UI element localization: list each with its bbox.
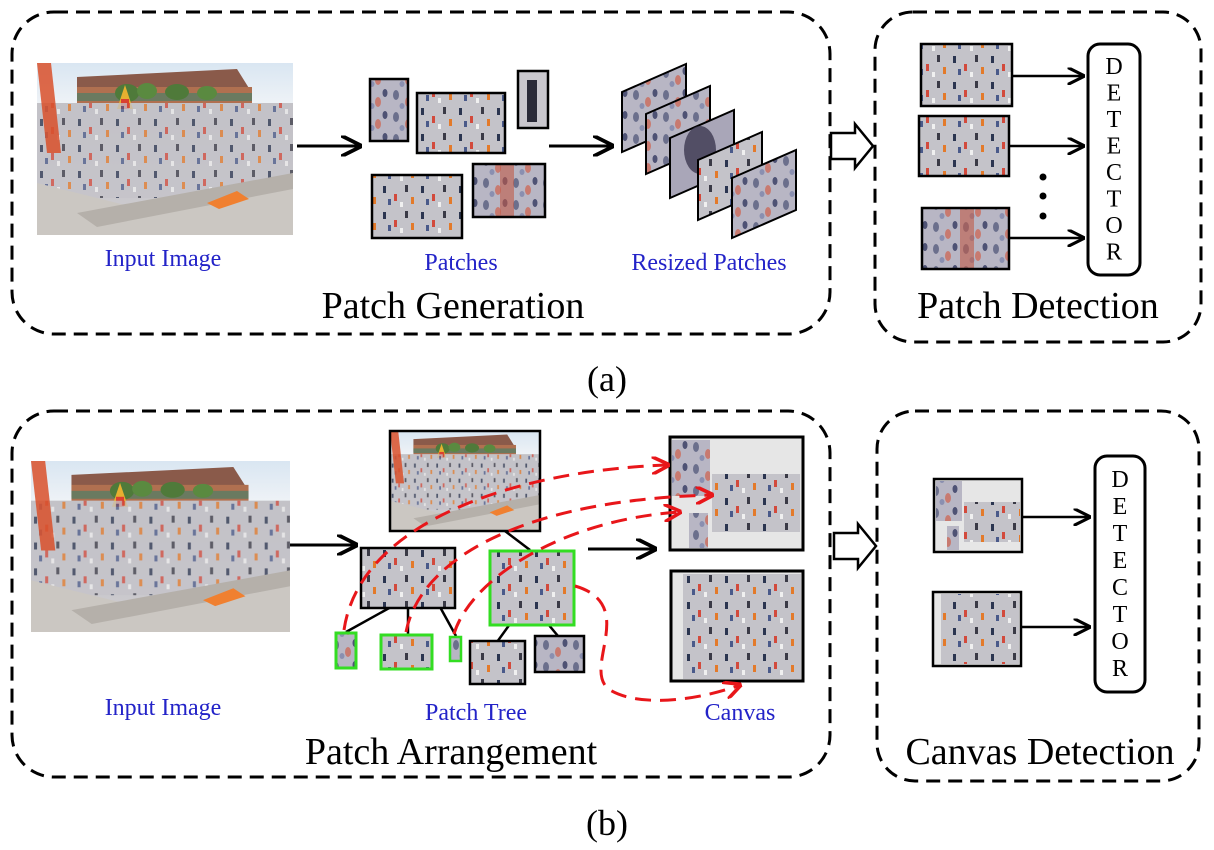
canvas-bottom — [669, 569, 805, 683]
canvas-thumb — [932, 477, 1024, 554]
detector-letter: E — [1113, 548, 1128, 574]
input-image-label-a: Input Image — [105, 246, 222, 272]
patches-group — [368, 69, 550, 240]
patch-thumb — [368, 77, 410, 143]
detector-letter: C — [1112, 575, 1128, 601]
detector-letter: D — [1111, 467, 1128, 493]
detector-letter: O — [1105, 213, 1122, 239]
tree-root-node — [388, 429, 542, 533]
input-image-a — [37, 63, 293, 235]
tree-node-highlighted — [488, 549, 576, 627]
detector-letter: T — [1113, 602, 1128, 628]
tree-leaf — [468, 639, 527, 686]
patch-generation-title: Patch Generation — [322, 285, 585, 327]
patches-label: Patches — [424, 250, 497, 276]
detector-letter: R — [1106, 240, 1122, 266]
patch-detection-box — [873, 10, 1203, 344]
patch-tree — [334, 429, 586, 686]
resized-patch — [731, 148, 797, 240]
detector-letter: T — [1107, 107, 1122, 133]
detection-inputs-a — [917, 42, 1014, 271]
patch-thumb — [471, 162, 547, 219]
tree-leaf — [533, 634, 586, 674]
tree-leaf-highlighted — [334, 631, 358, 670]
arrangement-flow-arrows — [342, 465, 740, 702]
detector-letter: E — [1107, 134, 1122, 160]
hollow-arrow-b — [832, 520, 878, 572]
patch-thumb — [917, 114, 1011, 178]
canvas-detection-title: Canvas Detection — [905, 731, 1174, 773]
detector-letter: T — [1113, 521, 1128, 547]
detector-letter: O — [1111, 629, 1128, 655]
caption-b: (b) — [586, 803, 628, 843]
caption-a: (a) — [587, 359, 627, 399]
input-image-b — [31, 461, 290, 632]
canvas-detection-box — [875, 409, 1201, 783]
hollow-arrow-a — [829, 120, 875, 172]
detector-letter: R — [1112, 656, 1128, 682]
canvas-label: Canvas — [705, 700, 776, 726]
patch-thumb — [415, 91, 507, 155]
detector-letter: C — [1106, 160, 1122, 186]
detection-inputs-b — [931, 477, 1024, 668]
patch-thumb — [920, 206, 1011, 271]
patch-detection-title: Patch Detection — [917, 285, 1159, 327]
patch-tree-label: Patch Tree — [425, 700, 527, 726]
ellipsis-dots — [1039, 173, 1047, 220]
patch-thumb — [516, 69, 550, 130]
resized-patches-label: Resized Patches — [631, 250, 786, 276]
patch-thumb — [919, 42, 1014, 108]
patch-thumb — [370, 173, 464, 240]
detector-letter: D — [1105, 54, 1122, 80]
resized-patches-stack — [621, 62, 797, 240]
detector-letter: E — [1107, 81, 1122, 107]
tree-node — [359, 546, 457, 610]
input-image-label-b: Input Image — [105, 695, 222, 721]
canvas-thumb — [931, 590, 1023, 668]
patch-arrangement-title: Patch Arrangement — [305, 731, 598, 773]
detector-letter: E — [1113, 494, 1128, 520]
canvas-top — [668, 435, 805, 552]
tree-leaf-highlighted — [448, 635, 463, 663]
tree-leaf-highlighted — [379, 633, 434, 671]
detector-letter: T — [1107, 187, 1122, 213]
